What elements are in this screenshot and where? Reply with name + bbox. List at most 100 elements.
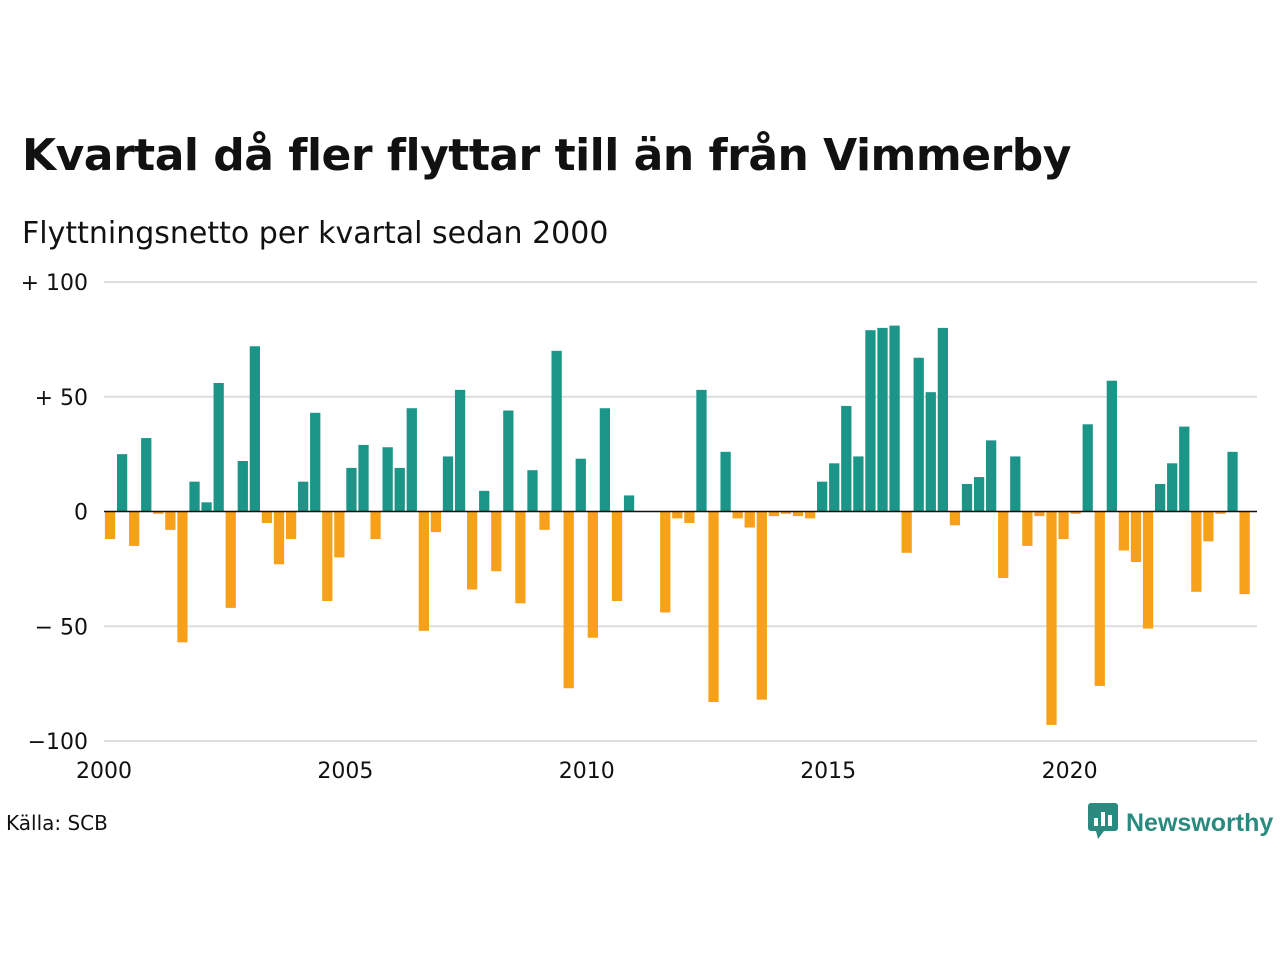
bar bbox=[177, 511, 188, 643]
bar bbox=[116, 454, 128, 512]
bar bbox=[1046, 511, 1057, 725]
x-tick-label: 2005 bbox=[317, 759, 373, 784]
bar bbox=[394, 467, 405, 512]
bar bbox=[1227, 451, 1238, 512]
bar bbox=[708, 511, 719, 702]
x-tick-label: 2010 bbox=[559, 759, 615, 784]
bar bbox=[623, 495, 635, 512]
bar bbox=[877, 327, 888, 512]
bar bbox=[141, 438, 152, 512]
y-tick-label: 0 bbox=[74, 501, 88, 526]
bar bbox=[418, 511, 429, 631]
bar bbox=[225, 511, 236, 608]
bar bbox=[382, 447, 393, 512]
bar bbox=[1034, 511, 1045, 517]
bar bbox=[1118, 511, 1130, 551]
bar bbox=[104, 511, 116, 540]
bar bbox=[804, 511, 816, 519]
bar bbox=[551, 350, 562, 512]
bar bbox=[841, 405, 852, 512]
bar bbox=[406, 408, 417, 512]
y-tick-label: − 50 bbox=[35, 615, 88, 640]
bar bbox=[720, 451, 731, 512]
y-tick-label: + 100 bbox=[21, 271, 88, 296]
gridlines bbox=[104, 281, 1257, 742]
bar bbox=[346, 467, 357, 512]
bar bbox=[901, 511, 912, 553]
bar bbox=[744, 511, 755, 528]
bar bbox=[925, 392, 936, 512]
bar bbox=[961, 483, 973, 512]
bar bbox=[1094, 511, 1105, 686]
bar bbox=[575, 458, 586, 512]
bar bbox=[611, 511, 623, 601]
bar bbox=[563, 511, 574, 689]
bar bbox=[853, 456, 864, 512]
bar bbox=[1191, 511, 1202, 592]
chart-subtitle: Flyttningsnetto per kvartal sedan 2000 bbox=[22, 216, 609, 251]
bar bbox=[322, 511, 333, 601]
bar bbox=[358, 444, 369, 512]
bar bbox=[249, 346, 261, 512]
bar bbox=[153, 511, 164, 514]
bar bbox=[454, 389, 466, 512]
bar bbox=[1070, 511, 1081, 514]
bar bbox=[1058, 511, 1069, 540]
x-tick-label: 2015 bbox=[800, 759, 856, 784]
bar bbox=[1130, 511, 1142, 562]
bar bbox=[998, 511, 1009, 579]
bar bbox=[949, 511, 961, 526]
x-axis-labels: 2000 2005 2010 2015 2020 bbox=[76, 759, 1098, 784]
x-tick-label: 2000 bbox=[76, 759, 132, 784]
bar bbox=[334, 511, 345, 558]
bar bbox=[1239, 511, 1250, 595]
x-tick-label: 2020 bbox=[1042, 759, 1098, 784]
source-label: Källa: SCB bbox=[6, 811, 108, 835]
bar bbox=[1215, 511, 1226, 514]
bar bbox=[442, 456, 454, 512]
bar bbox=[1203, 511, 1214, 542]
bar bbox=[189, 481, 200, 512]
bar bbox=[1082, 424, 1093, 512]
bar bbox=[986, 440, 997, 512]
bar bbox=[503, 410, 514, 512]
bar bbox=[201, 502, 212, 512]
bar bbox=[973, 477, 985, 512]
bar bbox=[756, 511, 767, 700]
bar bbox=[1022, 511, 1033, 546]
bar bbox=[829, 463, 840, 512]
bar bbox=[370, 511, 381, 540]
bar bbox=[165, 511, 176, 530]
bar bbox=[1142, 511, 1154, 629]
bar bbox=[479, 490, 490, 512]
bar bbox=[285, 511, 297, 540]
bar bbox=[696, 389, 707, 512]
bar bbox=[1167, 463, 1178, 512]
bar bbox=[937, 327, 948, 512]
bar bbox=[684, 511, 695, 523]
bar bbox=[430, 511, 442, 533]
y-tick-label: + 50 bbox=[35, 386, 88, 411]
bar bbox=[599, 408, 611, 512]
bar bbox=[310, 412, 321, 512]
bar bbox=[129, 511, 140, 546]
bar bbox=[491, 511, 502, 572]
bar bbox=[768, 511, 780, 517]
bar bbox=[660, 511, 671, 613]
bar bbox=[792, 511, 804, 517]
bar bbox=[1106, 380, 1117, 512]
bar bbox=[527, 470, 538, 512]
bar bbox=[1154, 483, 1166, 512]
bar bbox=[273, 511, 285, 565]
bar bbox=[515, 511, 526, 604]
y-tick-label: −100 bbox=[28, 730, 88, 755]
newsworthy-chart-icon bbox=[1088, 803, 1118, 843]
y-axis-labels: + 100 + 50 0 − 50 −100 bbox=[21, 271, 88, 755]
newsworthy-logo[interactable]: Newsworthy bbox=[1088, 803, 1273, 843]
chart-title: Kvartal då fler flyttar till än från Vim… bbox=[22, 130, 1071, 181]
bar bbox=[261, 511, 273, 523]
logo-text: Newsworthy bbox=[1126, 808, 1274, 837]
bar bbox=[213, 382, 224, 512]
bar bbox=[298, 481, 309, 512]
bar bbox=[1010, 456, 1021, 512]
